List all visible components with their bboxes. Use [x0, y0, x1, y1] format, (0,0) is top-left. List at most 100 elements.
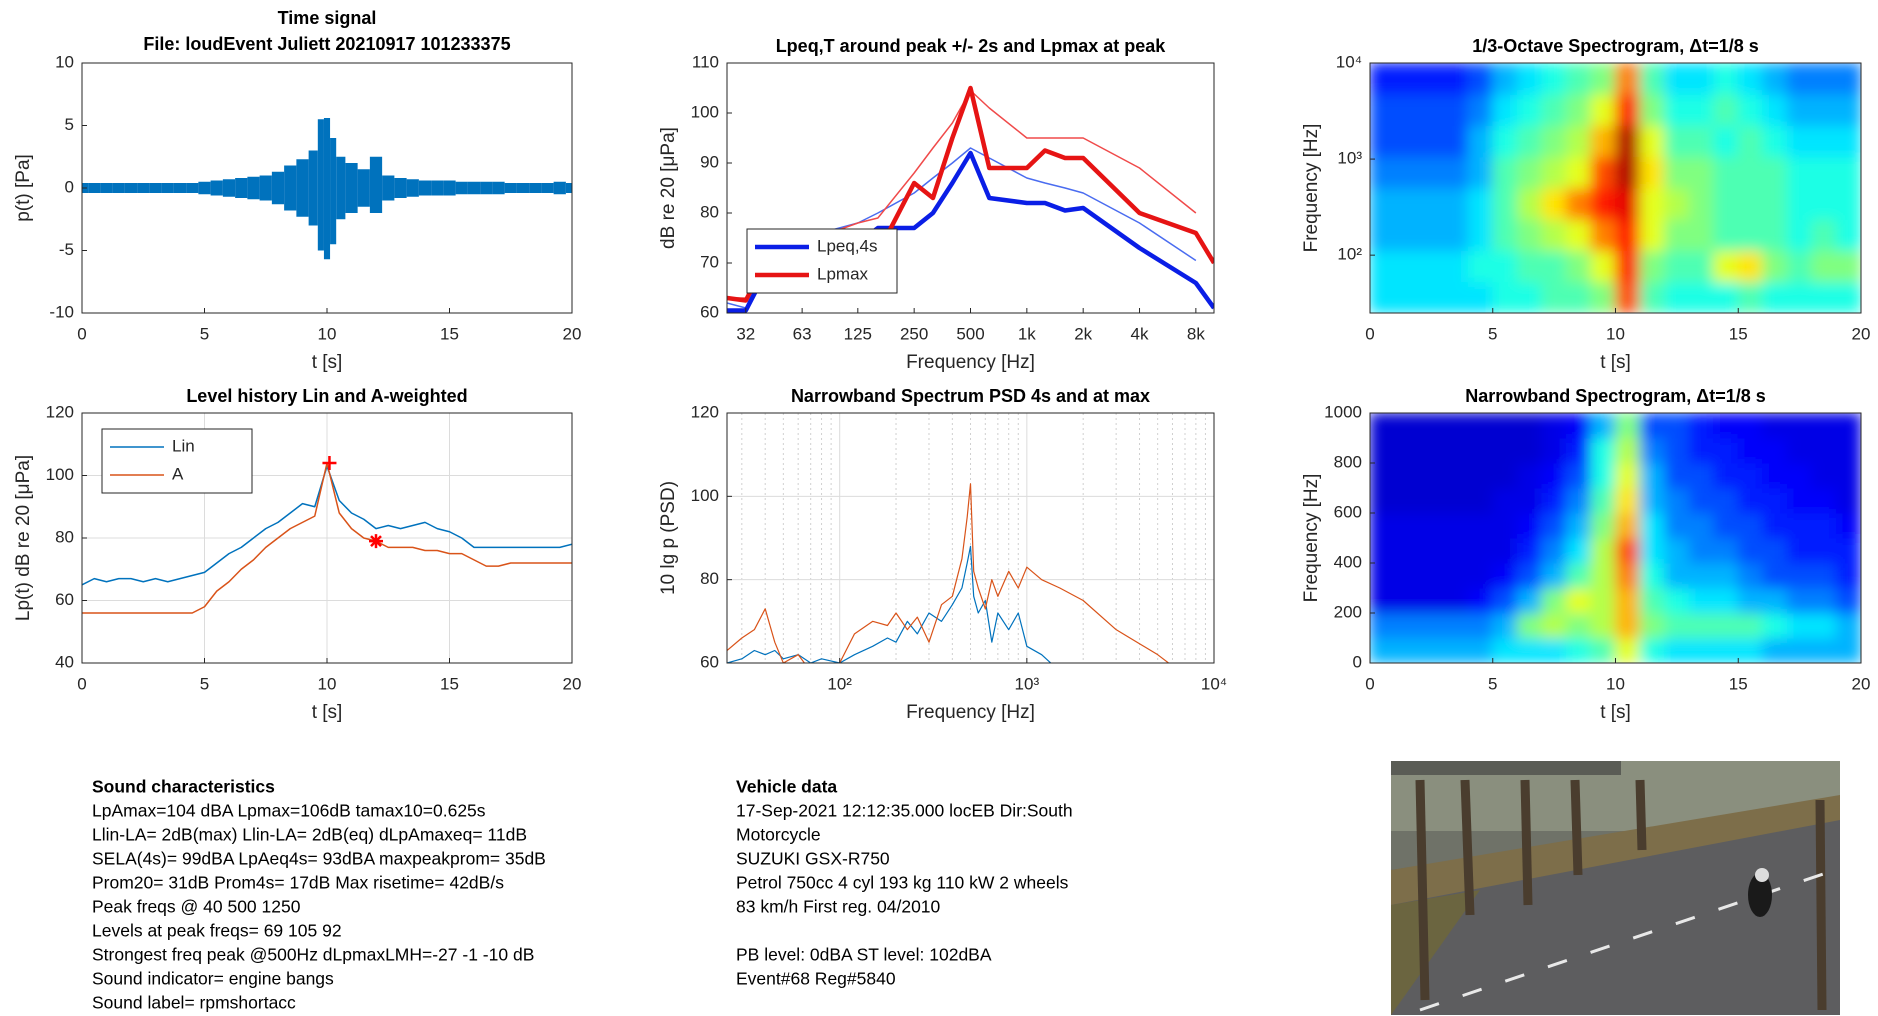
y-tick-label: 60: [55, 590, 74, 609]
heat-cell: [1370, 462, 1396, 489]
heat-cell: [1835, 512, 1861, 539]
heat-cell: [1688, 587, 1715, 614]
heat-cell: [1786, 187, 1813, 220]
heat-cell: [1418, 63, 1445, 95]
heat-cell: [1811, 413, 1837, 439]
heat-cell: [1492, 562, 1518, 589]
signal-envelope: [296, 159, 309, 217]
heat-cell: [1688, 218, 1715, 251]
heat-cell: [1688, 612, 1715, 639]
heat-cell: [1762, 187, 1788, 220]
heat-cell: [1565, 537, 1592, 564]
heat-cell: [1762, 462, 1788, 489]
heat-cell: [1394, 487, 1420, 514]
heat-cell: [1418, 437, 1445, 464]
axes: 0 5 10 15 20 -10 -5 0 5 10 Time signal File: loudEv…: [13, 8, 581, 373]
vehicle-line: SUZUKI GSX-R750: [736, 849, 890, 869]
heat-cell: [1615, 487, 1641, 514]
heat-cell: [1811, 612, 1837, 639]
heat-cell: [1492, 250, 1518, 283]
heat-cell: [1713, 125, 1739, 158]
heat-cell: [1565, 612, 1592, 639]
y-tick-label: 200: [1334, 602, 1362, 621]
signal-envelope: [516, 183, 530, 193]
heat-cell: [1541, 612, 1567, 639]
info-text: Sound characteristics LpAmax=104 dBA Lpma…: [92, 777, 1073, 1013]
x-tick-label: 10²: [827, 674, 852, 693]
heat-cell: [1835, 437, 1861, 464]
y-tick-label: 0: [65, 177, 74, 196]
heat-cell: [1664, 587, 1690, 614]
heat-cell: [1639, 93, 1666, 126]
y-axis-label: p(t) [Pa]: [13, 154, 34, 222]
legend-box: [101, 428, 253, 494]
heat-cell: [1664, 487, 1690, 514]
heat-cell: [1713, 612, 1739, 639]
y-tick-label: 110: [692, 52, 719, 71]
heat-cell: [1762, 156, 1788, 189]
heat-cell: [1811, 250, 1837, 283]
heat-cell: [1811, 437, 1837, 464]
axes: 0 5 10 15 20 10² 10³ 10⁴ 1/3-Octave Spectrogram,…: [1301, 36, 1870, 373]
heat-cell: [1590, 562, 1616, 589]
heat-cell: [1762, 250, 1788, 283]
heat-cell: [1418, 487, 1445, 514]
signal-envelope: [88, 183, 101, 193]
chart-title: Time signal: [278, 8, 377, 28]
heat-cell: [1639, 156, 1666, 189]
peak-marker: [322, 456, 337, 470]
heat-cell: [1541, 413, 1567, 439]
heat-cell: [1443, 637, 1469, 663]
heat-cell: [1713, 218, 1739, 251]
heat-cell: [1737, 487, 1764, 514]
heat-cell: [1590, 512, 1616, 539]
heat-cell: [1639, 562, 1666, 589]
y-tick-label: 80: [700, 569, 719, 588]
heat-cell: [1516, 125, 1543, 158]
heat-cell: [1713, 413, 1739, 439]
heat-cell: [1811, 156, 1837, 189]
heat-cell: [1835, 637, 1861, 663]
heat-cell: [1713, 93, 1739, 126]
heat-cell: [1688, 187, 1715, 220]
heat-cell: [1492, 462, 1518, 489]
heat-cell: [1467, 612, 1494, 639]
x-tick-label: 0: [77, 324, 86, 343]
heat-cell: [1492, 487, 1518, 514]
heat-cell: [1492, 637, 1518, 663]
heat-cell: [1370, 218, 1396, 251]
signal-envelope: [492, 181, 505, 195]
heat-cell: [1835, 281, 1861, 313]
heat-cell: [1664, 637, 1690, 663]
heat-cell: [1762, 587, 1788, 614]
heat-cell: [1492, 63, 1518, 95]
heat-cell: [1737, 93, 1764, 126]
heat-cell: [1565, 93, 1592, 126]
heat-cell: [1370, 537, 1396, 564]
heat-cell: [1467, 487, 1494, 514]
heat-cell: [1565, 218, 1592, 251]
heat-cell: [1418, 413, 1445, 439]
heat-cell: [1565, 413, 1592, 439]
heat-cell: [1370, 562, 1396, 589]
x-tick-label: 10⁴: [1201, 674, 1227, 693]
heat-cell: [1394, 125, 1420, 158]
plot: [82, 118, 572, 260]
heat-cell: [1418, 93, 1445, 126]
sound-line: LpAmax=104 dBA Lpmax=106dB tamax10=0.625…: [92, 801, 486, 821]
chart-title: Narrowband Spectrogram, Δt=1/8 s: [1465, 386, 1766, 406]
heat-cell: [1516, 218, 1543, 251]
heat-cell: [1516, 587, 1543, 614]
signal-envelope: [553, 181, 566, 195]
heat-cell: [1467, 218, 1494, 251]
heat-cell: [1737, 562, 1764, 589]
chart-subtitle: File: loudEvent Juliett 20210917 1012333…: [143, 34, 510, 54]
heat-cell: [1394, 587, 1420, 614]
signal-envelope: [565, 183, 572, 193]
heat-cell: [1492, 281, 1518, 313]
heat-cell: [1737, 537, 1764, 564]
heat-cell: [1688, 281, 1715, 313]
heat-cell: [1467, 512, 1494, 539]
heat-cell: [1811, 537, 1837, 564]
heat-cell: [1664, 187, 1690, 220]
